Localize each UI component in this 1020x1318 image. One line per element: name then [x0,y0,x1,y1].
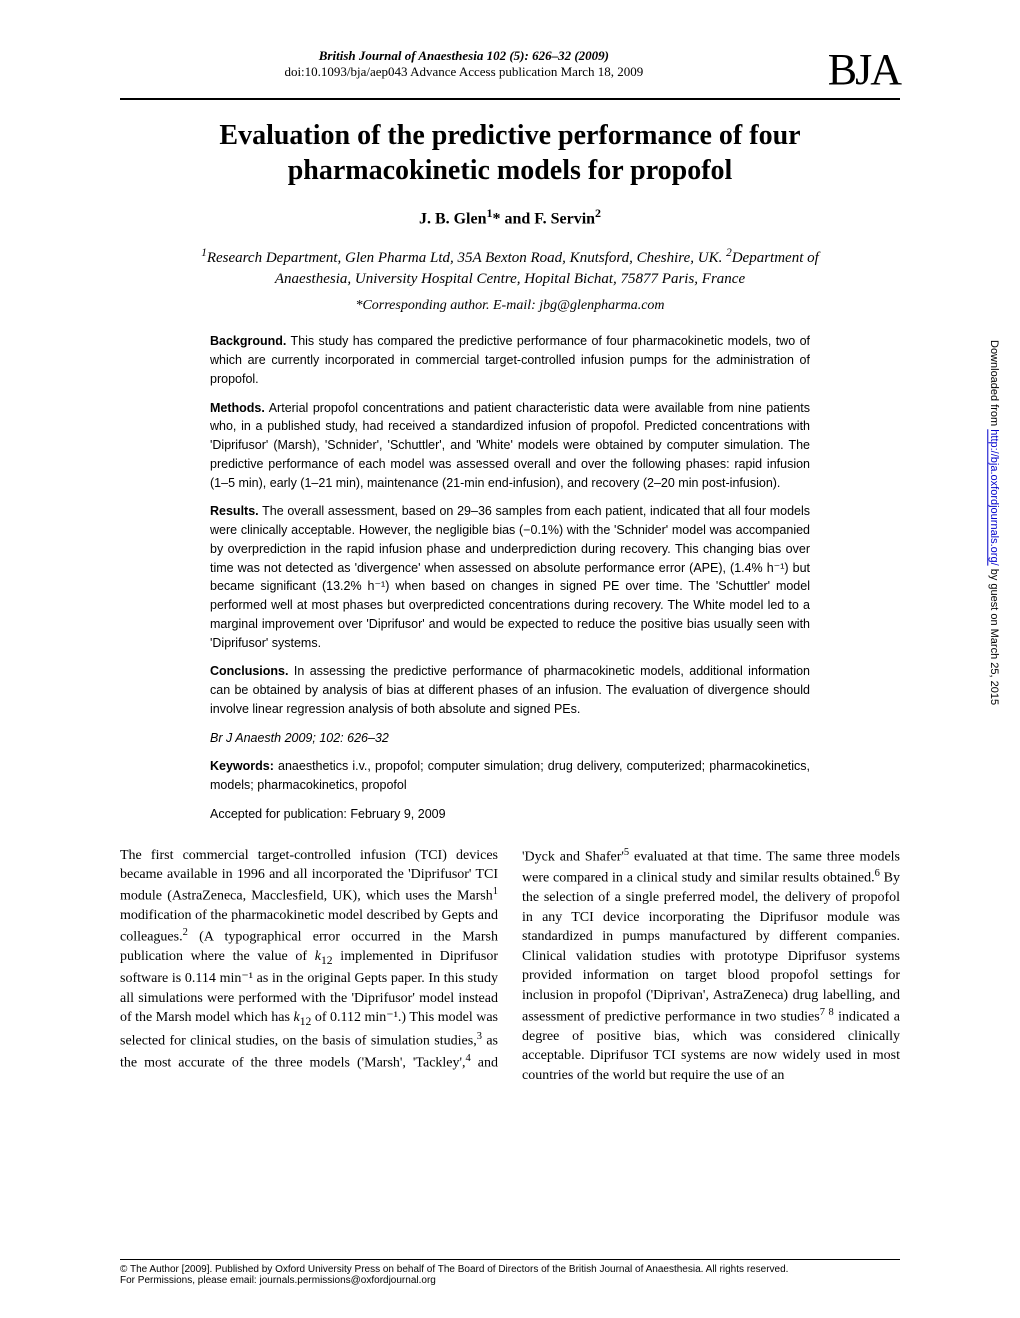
accepted-date: Accepted for publication: February 9, 20… [210,805,810,824]
article-title: Evaluation of the predictive performance… [120,118,900,188]
download-attribution: Downloaded from http://bja.oxfordjournal… [988,340,1000,705]
abstract-citation: Br J Anaesth 2009; 102: 626–32 [210,729,810,748]
results-label: Results. [210,504,259,518]
methods-text: Arterial propofol concentrations and pat… [210,401,810,490]
journal-logo: BJA [828,48,900,92]
doi-line: doi:10.1093/bja/aep043 Advance Access pu… [120,64,808,80]
abstract-methods: Methods. Arterial propofol concentration… [210,399,810,493]
abstract-keywords: Keywords: anaesthetics i.v., propofol; c… [210,757,810,795]
abstract-results: Results. The overall assessment, based o… [210,502,810,652]
background-text: This study has compared the predictive p… [210,334,810,386]
conclusions-label: Conclusions. [210,664,288,678]
body-paragraph: The first commercial target-controlled i… [120,846,900,1086]
page-footer: © The Author [2009]. Published by Oxford… [120,1259,900,1286]
abstract-background: Background. This study has compared the … [210,332,810,388]
copyright-line: © The Author [2009]. Published by Oxford… [120,1264,900,1275]
journal-meta: British Journal of Anaesthesia 102 (5): … [120,48,808,80]
journal-page: British Journal of Anaesthesia 102 (5): … [0,0,1020,1318]
keywords-text: anaesthetics i.v., propofol; computer si… [210,759,810,792]
keywords-label: Keywords: [210,759,274,773]
affiliations: 1Research Department, Glen Pharma Ltd, 3… [180,246,840,290]
permissions-line: For Permissions, please email: journals.… [120,1275,900,1286]
methods-label: Methods. [210,401,265,415]
conclusions-text: In assessing the predictive performance … [210,664,810,716]
author-list: J. B. Glen1* and F. Servin2 [120,206,900,228]
corresponding-author: *Corresponding author. E-mail: jbg@glenp… [120,298,900,314]
journal-citation: British Journal of Anaesthesia 102 (5): … [120,48,808,64]
abstract-block: Background. This study has compared the … [210,332,810,823]
background-label: Background. [210,334,286,348]
page-header: British Journal of Anaesthesia 102 (5): … [120,48,900,100]
article-body: The first commercial target-controlled i… [120,846,900,1086]
results-text: The overall assessment, based on 29–36 s… [210,504,810,649]
abstract-conclusions: Conclusions. In assessing the predictive… [210,662,810,718]
